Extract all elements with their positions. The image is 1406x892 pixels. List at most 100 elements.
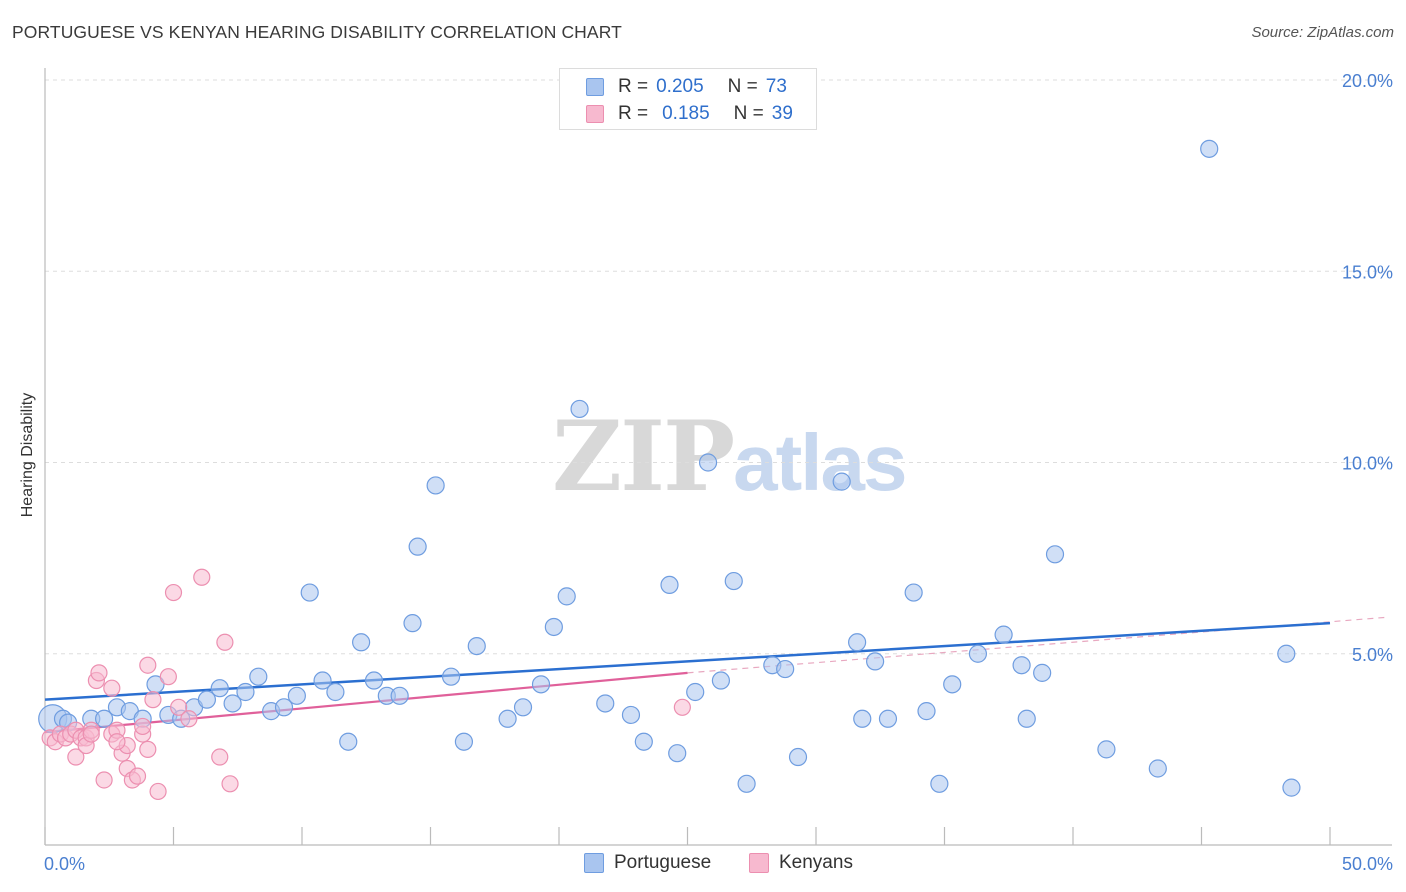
source-label: Source: ZipAtlas.com <box>1251 24 1394 41</box>
portuguese-point <box>1012 656 1031 675</box>
n-value: 39 <box>771 103 793 124</box>
portuguese-point <box>249 667 268 686</box>
legend-item-kenyans[interactable]: Kenyans <box>749 852 853 874</box>
r-value: 0.185 <box>662 103 710 124</box>
portuguese-point <box>197 690 217 709</box>
portuguese-trend-line <box>44 621 1331 701</box>
portuguese-swatch <box>586 78 604 96</box>
kenyans-point <box>67 748 85 766</box>
legend-row-kenyans[interactable]: R = 0.185 N = 39 <box>586 102 793 126</box>
n-label: N = <box>733 103 764 124</box>
portuguese-point <box>236 682 255 702</box>
stats-legend: R = 0.205 N = 73 R = 0.185 N = 39 <box>559 68 817 130</box>
portuguese-point <box>498 709 517 728</box>
portuguese-point <box>788 747 808 767</box>
y-tick-label: 20.0% <box>1342 71 1393 91</box>
n-value: 73 <box>765 76 787 97</box>
portuguese-point <box>737 774 756 793</box>
portuguese-point <box>1033 663 1052 682</box>
kenyans-point <box>108 733 126 751</box>
kenyans-point <box>139 656 157 674</box>
portuguese-point <box>313 671 332 690</box>
portuguese-point <box>917 702 936 721</box>
portuguese-point <box>408 537 427 556</box>
tick-label-layer: 5.0% 10.0% 15.0% 20.0% 0.0% 50.0% <box>44 71 1393 874</box>
series-legend: Portuguese Kenyans <box>0 852 1406 878</box>
r-label: R = <box>618 103 649 124</box>
portuguese-point <box>300 583 319 602</box>
portuguese-point <box>287 686 306 705</box>
portuguese-point <box>210 679 229 698</box>
portuguese-point <box>274 698 294 717</box>
kenyans-point <box>134 717 152 736</box>
portuguese-point <box>531 675 551 694</box>
portuguese-point <box>326 682 345 702</box>
x-tick-label: 0.0% <box>44 854 85 874</box>
x-tick-label: 50.0% <box>1342 854 1393 874</box>
portuguese-point <box>776 659 795 679</box>
r-value: 0.205 <box>656 76 704 97</box>
grid-layer <box>45 79 1392 655</box>
portuguese-point <box>968 644 988 663</box>
portuguese-point <box>711 671 731 690</box>
kenyans-point <box>211 748 229 766</box>
portuguese-point <box>352 633 371 652</box>
portuguese-point <box>668 744 687 763</box>
portuguese-swatch <box>584 853 604 873</box>
portuguese-point <box>848 633 867 652</box>
portuguese-point <box>1200 139 1219 158</box>
kenyans-point <box>128 767 147 785</box>
axis-layer <box>44 68 1392 846</box>
chart-title: PORTUGUESE VS KENYAN HEARING DISABILITY … <box>12 22 622 42</box>
portuguese-point <box>426 476 445 495</box>
portuguese-point <box>621 705 641 725</box>
portuguese-point <box>95 709 114 728</box>
kenyans-point <box>149 782 167 801</box>
kenyans-point <box>673 698 691 716</box>
portuguese-point <box>686 682 705 702</box>
portuguese-point <box>866 652 885 671</box>
legend-label: Portuguese <box>614 852 712 873</box>
portuguese-point <box>1017 709 1036 728</box>
y-tick-label: 5.0% <box>1352 645 1393 665</box>
kenyans-point <box>144 691 162 709</box>
portuguese-point <box>513 698 533 717</box>
portuguese-point <box>441 667 461 686</box>
portuguese-point <box>1148 759 1167 778</box>
kenyans-point <box>159 668 177 686</box>
portuguese-point <box>1045 545 1065 564</box>
portuguese-point <box>853 709 872 728</box>
trend-layer <box>44 616 1386 734</box>
kenyans-point <box>180 710 198 728</box>
portuguese-point <box>390 686 409 705</box>
portuguese-point <box>930 774 949 793</box>
portuguese-point <box>994 625 1013 644</box>
kenyans-point <box>164 583 183 602</box>
portuguese-point <box>223 694 242 713</box>
kenyans-swatch <box>749 853 769 873</box>
kenyans-point <box>103 679 121 697</box>
portuguese-point <box>1097 740 1116 759</box>
y-tick-label: 15.0% <box>1342 262 1393 282</box>
legend-row-portuguese[interactable]: R = 0.205 N = 73 <box>586 75 787 99</box>
portuguese-point <box>904 583 923 602</box>
kenyans-point <box>216 633 234 651</box>
portuguese-point <box>1277 644 1296 663</box>
portuguese-point <box>570 399 589 419</box>
portuguese-point <box>1282 778 1301 797</box>
kenyans-trend-line <box>44 671 688 734</box>
portuguese-point <box>403 614 422 633</box>
kenyans-swatch <box>586 105 604 123</box>
portuguese-point <box>557 587 576 606</box>
portuguese-point <box>596 694 615 713</box>
portuguese-point <box>724 571 743 591</box>
legend-item-portuguese[interactable]: Portuguese <box>584 852 711 874</box>
portuguese-point <box>698 453 718 472</box>
portuguese-point <box>660 575 679 595</box>
kenyans-point <box>170 698 188 716</box>
portuguese-point <box>364 671 384 690</box>
kenyans-point <box>82 725 100 743</box>
portuguese-point <box>878 709 898 728</box>
portuguese-point <box>454 732 474 751</box>
